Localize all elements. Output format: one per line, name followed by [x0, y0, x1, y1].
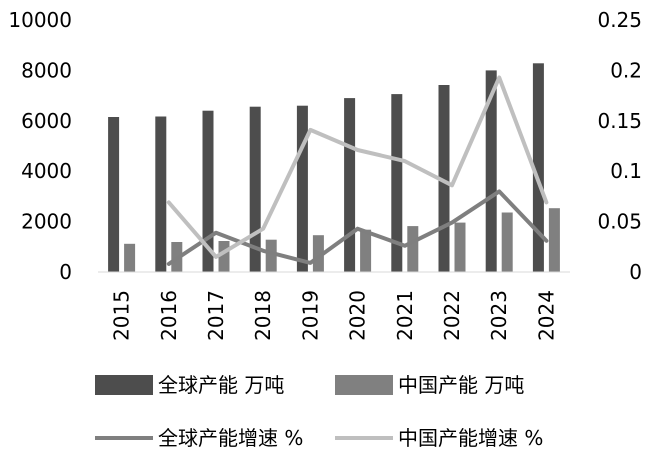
- legend-label-china-growth: 中国产能增速 %: [398, 426, 543, 450]
- bar-global-2021: [391, 94, 403, 272]
- legend-label-china-capacity: 中国产能 万吨: [398, 373, 524, 397]
- bar-global-2019: [296, 105, 308, 272]
- x-tick-label: 2022: [440, 290, 464, 341]
- lines-layer: [166, 75, 549, 266]
- x-tick-label: 2024: [534, 290, 558, 341]
- x-tick-label: 2017: [204, 290, 228, 341]
- left-tick-label: 10000: [8, 8, 72, 32]
- bar-china-2022: [454, 222, 466, 272]
- left-tick-label: 2000: [21, 210, 72, 234]
- right-tick-label: 0.2: [610, 58, 642, 82]
- x-tick-label: 2023: [487, 290, 511, 341]
- x-tick-label: 2016: [157, 290, 181, 341]
- bar-china-2023: [501, 212, 513, 272]
- x-tick-label: 2020: [346, 290, 370, 341]
- bar-global-2017: [202, 110, 214, 272]
- bar-china-2020: [360, 229, 372, 272]
- right-tick-label: 0.05: [597, 210, 642, 234]
- left-tick-label: 0: [59, 260, 72, 284]
- bar-global-2018: [249, 106, 261, 272]
- bar-global-2023: [485, 70, 497, 273]
- x-tick-label: 2018: [251, 290, 275, 341]
- bar-china-2017: [218, 241, 230, 272]
- legend-swatch-global-capacity: [95, 375, 153, 395]
- left-tick-label: 4000: [21, 159, 72, 183]
- legend-label-global-growth: 全球产能增速 %: [158, 426, 303, 450]
- x-tick-label: 2021: [393, 290, 417, 341]
- x-tick-label: 2019: [298, 290, 322, 341]
- left-tick-label: 8000: [21, 58, 72, 82]
- bar-global-2024: [532, 63, 544, 272]
- left-tick-label: 6000: [21, 109, 72, 133]
- bar-global-2020: [344, 98, 356, 272]
- bar-china-2021: [407, 226, 419, 272]
- legend-label-global-capacity: 全球产能 万吨: [158, 373, 284, 397]
- bar-china-2015: [124, 243, 136, 272]
- right-tick-label: 0.1: [610, 159, 642, 183]
- bar-global-2016: [155, 116, 167, 272]
- right-tick-label: 0.15: [597, 109, 642, 133]
- right-axis: 0 0.05 0.1 0.15 0.2 0.25: [597, 8, 642, 284]
- bar-global-2022: [438, 85, 450, 272]
- left-axis: 0 2000 4000 6000 8000 10000: [8, 8, 72, 284]
- legend-swatch-china-capacity: [335, 375, 393, 395]
- bar-china-2019: [312, 235, 324, 272]
- bars-layer: [108, 63, 560, 273]
- bar-global-2015: [108, 117, 120, 272]
- bar-china-2024: [548, 208, 560, 272]
- x-axis: 2015 2016 2017 2018 2019 2020 2021 2022 2023 2024: [110, 290, 559, 341]
- right-tick-label: 0: [629, 260, 642, 284]
- right-tick-label: 0.25: [597, 8, 642, 32]
- x-tick-label: 2015: [110, 290, 134, 341]
- bar-china-2018: [265, 239, 277, 272]
